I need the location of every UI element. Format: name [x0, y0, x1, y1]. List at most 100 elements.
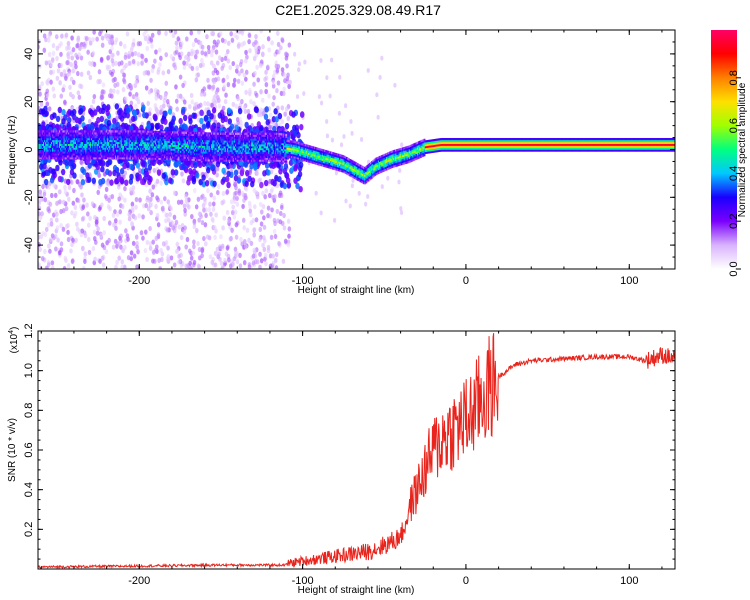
spectrogram-cell: [129, 83, 133, 90]
spectrogram-cell: [81, 265, 86, 269]
spectrogram-cell: [175, 106, 180, 112]
spectrogram-cell: [235, 201, 240, 207]
spectrogram-cell: [197, 30, 201, 34]
spectrogram-cell: [173, 169, 179, 176]
spectrogram-cell: [151, 64, 156, 70]
spectrogram-cell: [99, 115, 104, 123]
spectrogram-cell: [266, 205, 271, 211]
spectrogram-cell: [131, 94, 136, 100]
spectrogram-cell: [39, 196, 44, 202]
spectrogram-cell: [282, 225, 287, 231]
spectrogram-cell: [149, 210, 153, 216]
spectrogram-cell: [350, 131, 354, 136]
spectrogram-cell: [102, 89, 106, 95]
spectrogram-cell: [163, 118, 168, 125]
spectrogram-cell: [108, 39, 112, 45]
spectrogram-cell: [263, 179, 269, 187]
spectrogram-cell: [273, 108, 278, 115]
spectrogram-cell: [77, 182, 82, 188]
spectrogram-cell: [180, 171, 184, 177]
spectrogram-cell: [173, 64, 178, 71]
spectrogram-cell: [270, 207, 274, 213]
spectrogram-cell: [100, 242, 105, 248]
spectrogram-cell: [68, 84, 72, 90]
spectrogram-cell: [38, 234, 41, 240]
spectrogram-cell: [40, 255, 45, 262]
spectrogram-cell: [135, 74, 139, 81]
spectrogram-cell: [226, 181, 231, 189]
spectrogram-cell: [87, 36, 92, 42]
spectrogram-cell: [330, 57, 334, 63]
spectrogram-cell: [134, 196, 139, 203]
spectrogram-cell: [213, 262, 218, 268]
spectrogram-cell: [108, 93, 112, 99]
spectrogram-cell: [74, 237, 78, 243]
spectrogram-cell: [244, 121, 249, 129]
spectrogram-cell: [75, 179, 80, 185]
spectrogram-cell: [153, 58, 157, 64]
spectrogram-cell: [333, 218, 337, 223]
spectrogram-cell: [176, 93, 181, 99]
spectrogram-cell: [178, 44, 183, 50]
spectrogram-cell: [194, 204, 199, 210]
spectrogram-cell: [148, 225, 152, 232]
spectrogram-cell: [268, 112, 273, 118]
spectrogram-cell: [52, 182, 56, 188]
spectrogram-cell: [45, 101, 50, 107]
spectrogram-cell: [103, 193, 108, 200]
spectrogram-cell: [127, 50, 132, 57]
spectrogram-cell: [40, 211, 44, 217]
spectrogram-cell: [220, 37, 225, 43]
spectrogram-cell: [52, 112, 57, 119]
spectrogram-cell: [276, 49, 281, 55]
spectrogram-cell: [239, 236, 243, 242]
spectrogram-cell: [109, 53, 114, 59]
spectrogram-cell: [197, 103, 201, 109]
spectrogram-cell: [248, 203, 252, 210]
spectrogram-cell: [168, 211, 172, 217]
spectrogram-cell: [248, 48, 252, 54]
spectrogram-cell: [212, 39, 217, 45]
spectrogram-cell: [115, 81, 120, 88]
spectrogram-cell: [157, 257, 161, 264]
spectrogram-cell: [69, 248, 73, 254]
spectrogram-cell: [344, 103, 348, 109]
spectrogram-cell: [139, 178, 145, 185]
spectrogram-cell: [38, 241, 41, 248]
spectrogram-cell: [137, 167, 142, 173]
spectrogram-cell: [101, 82, 106, 88]
spectrogram-cell: [264, 88, 268, 95]
spectrogram-cell: [223, 98, 228, 105]
spectrogram-cell: [226, 218, 231, 224]
spectrogram-cell: [51, 86, 56, 92]
spectrogram-cell: [120, 203, 125, 210]
spectrogram-cell: [66, 60, 70, 66]
spectrogram-cell: [197, 246, 202, 253]
spectrogram-cell: [127, 211, 131, 218]
spectrogram-cell: [63, 73, 68, 79]
spectrogram-cell: [171, 225, 175, 231]
spectrogram-cell: [266, 36, 271, 42]
spectrogram-cell: [206, 101, 210, 107]
spectrogram-cell: [216, 122, 221, 129]
spectrogram-cell: [196, 72, 201, 78]
spectrogram-cell: [278, 219, 283, 225]
spectrogram-cell: [85, 202, 89, 208]
spectrogram-cell: [51, 50, 56, 56]
spectrogram-cell: [132, 109, 137, 117]
spectrogram-cell: [150, 159, 155, 166]
spectrogram-cell: [156, 232, 161, 238]
spectrogram-cell: [241, 203, 245, 210]
spectrogram-cell: [87, 249, 92, 256]
spectrogram-cell: [146, 123, 152, 131]
spectrogram-cell: [161, 205, 165, 211]
spectrogram-cell: [221, 225, 225, 231]
spectrogram-cell: [91, 245, 96, 252]
spectrogram-cell: [173, 125, 179, 132]
spectrogram-cell: [161, 241, 166, 247]
spectrogram-cell: [251, 253, 256, 259]
spectrogram-cell: [255, 194, 260, 200]
spectrogram-cell: [147, 164, 153, 171]
spectrogram-cell: [232, 77, 237, 83]
spectrogram-cell: [236, 177, 242, 184]
